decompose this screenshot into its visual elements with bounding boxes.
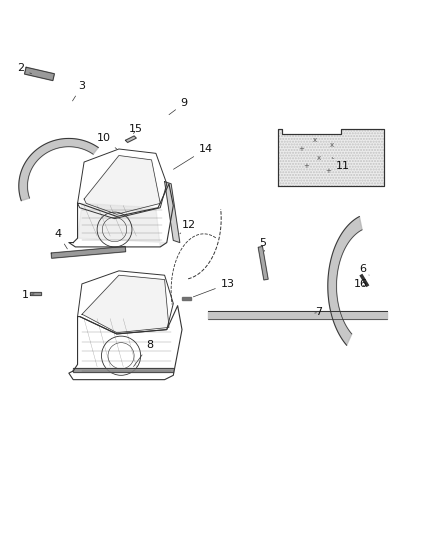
Text: +: + [325,168,331,174]
Text: 15: 15 [129,124,143,134]
Polygon shape [328,216,362,345]
Polygon shape [125,136,136,142]
Text: +: + [299,146,305,152]
Polygon shape [25,67,54,80]
Text: 6: 6 [359,264,369,275]
Text: 11: 11 [332,158,350,172]
Polygon shape [182,297,191,301]
Text: 12: 12 [180,220,196,234]
Polygon shape [165,182,180,243]
Polygon shape [51,246,126,258]
Text: 1: 1 [22,290,34,300]
Polygon shape [82,275,169,333]
Polygon shape [30,292,41,295]
Text: +: + [303,164,309,169]
Polygon shape [258,247,268,280]
Polygon shape [278,130,385,186]
Text: 4: 4 [54,229,67,249]
Text: x: x [330,142,334,148]
Text: 13: 13 [193,279,235,297]
Text: 10: 10 [97,133,117,149]
Text: 2: 2 [18,63,32,74]
Text: 14: 14 [173,144,213,169]
Text: 9: 9 [169,98,188,115]
Polygon shape [78,204,167,247]
Text: 3: 3 [73,81,85,101]
Polygon shape [84,156,160,214]
Text: 7: 7 [315,307,323,317]
Text: 16: 16 [353,279,367,289]
Polygon shape [19,139,98,201]
Text: x: x [317,155,321,160]
Text: 8: 8 [134,340,153,367]
Text: x: x [313,138,317,143]
Text: 5: 5 [259,238,266,251]
